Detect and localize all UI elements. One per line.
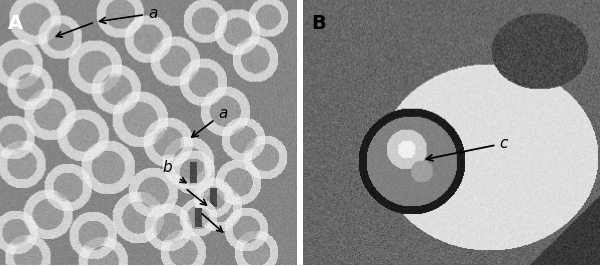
Text: c: c bbox=[427, 136, 508, 161]
Text: a: a bbox=[100, 6, 157, 23]
Text: a: a bbox=[191, 106, 227, 137]
Text: B: B bbox=[311, 14, 326, 33]
Text: b: b bbox=[163, 160, 172, 175]
Text: A: A bbox=[8, 14, 23, 33]
